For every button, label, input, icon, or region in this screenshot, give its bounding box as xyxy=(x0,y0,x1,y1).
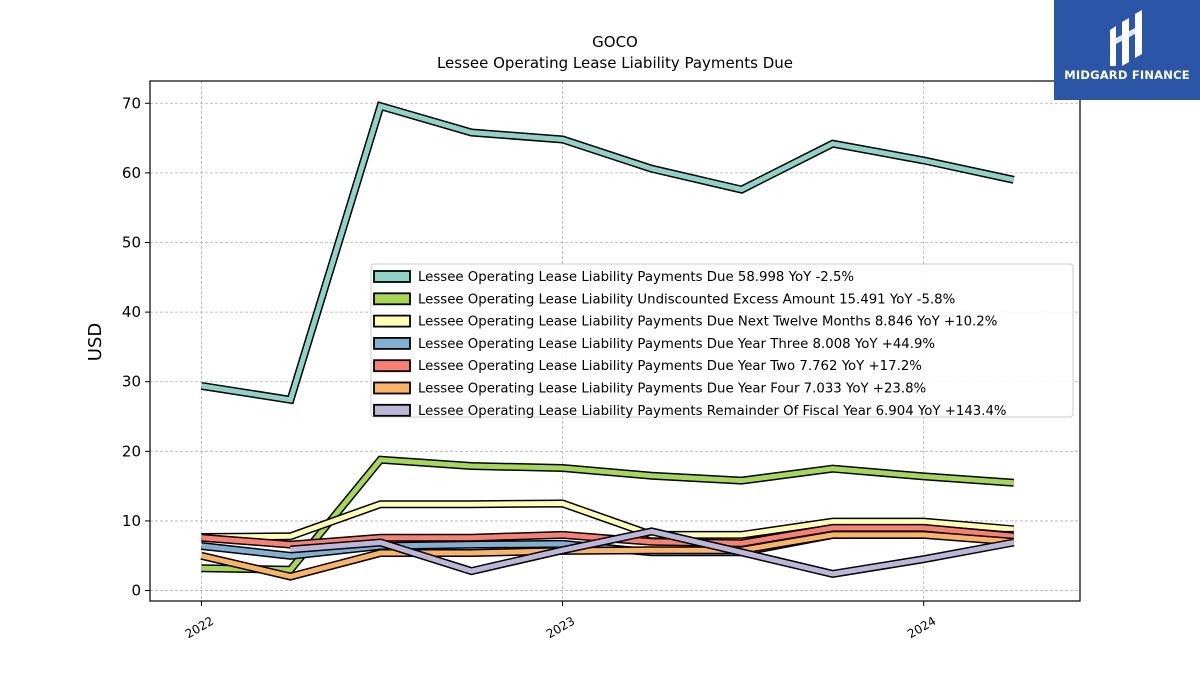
legend-swatch xyxy=(373,270,411,283)
x-tick-label: 2024 xyxy=(905,614,938,641)
legend-label: Lessee Operating Lease Liability Payment… xyxy=(418,337,935,352)
y-tick-label: 10 xyxy=(122,512,141,530)
legend-swatch xyxy=(373,359,411,373)
legend: Lessee Operating Lease Liability Payment… xyxy=(370,263,1074,419)
plot-frame xyxy=(149,80,1081,602)
logo-mark-icon xyxy=(1110,10,1142,66)
y-tick-label: 40 xyxy=(122,303,141,321)
legend-swatch xyxy=(373,336,411,350)
legend-item: Lessee Operating Lease Liability Payment… xyxy=(373,336,935,352)
legend-label: Lessee Operating Lease Liability Payment… xyxy=(418,359,922,374)
series-line-core xyxy=(201,500,1014,540)
legend-label: Lessee Operating Lease Liability Payment… xyxy=(418,270,854,285)
series-line-3 xyxy=(201,499,1015,541)
legend-item: Lessee Operating Lease Liability Payment… xyxy=(373,314,997,330)
y-tick-label: 70 xyxy=(122,94,141,112)
series-line-core xyxy=(290,528,1015,577)
y-tick-label: 0 xyxy=(131,582,141,600)
legend-swatch xyxy=(373,381,411,395)
legend-swatch xyxy=(373,292,411,306)
series-lines xyxy=(200,101,1015,581)
chart-subtitle: Lessee Operating Lease Liability Payment… xyxy=(437,54,793,72)
series-line-7 xyxy=(290,527,1015,578)
series-line-6 xyxy=(200,530,1015,581)
legend-label: Lessee Operating Lease Liability Payment… xyxy=(418,404,1007,419)
series-line-core xyxy=(201,457,1014,573)
legend-item: Lessee Operating Lease Liability Payment… xyxy=(373,381,926,397)
legend-item: Lessee Operating Lease Liability Payment… xyxy=(373,359,922,374)
y-tick-label: 20 xyxy=(122,442,141,460)
chart-title: GOCO xyxy=(592,33,638,51)
logo-text: MIDGARD FINANCE xyxy=(1064,68,1190,82)
y-tick-label: 30 xyxy=(122,373,141,391)
y-tick-label: 60 xyxy=(122,164,141,182)
series-line-1 xyxy=(200,101,1015,405)
midgard-finance-logo: MIDGARD FINANCE xyxy=(1054,0,1200,100)
legend-label: Lessee Operating Lease Liability Undisco… xyxy=(418,292,955,307)
x-tick-label: 2022 xyxy=(183,614,216,641)
legend-label: Lessee Operating Lease Liability Payment… xyxy=(418,315,997,330)
legend-item: Lessee Operating Lease Liability Payment… xyxy=(373,403,1007,419)
series-line-2 xyxy=(201,455,1014,574)
x-tick-label: 2023 xyxy=(544,614,577,641)
legend-box xyxy=(370,263,1074,418)
y-axis-label: USD xyxy=(85,323,106,361)
legend-swatch xyxy=(373,314,411,328)
legend-swatch xyxy=(373,403,411,417)
y-tick-label: 50 xyxy=(122,233,141,251)
legend-item: Lessee Operating Lease Liability Undisco… xyxy=(373,292,955,307)
legend-label: Lessee Operating Lease Liability Payment… xyxy=(418,382,926,397)
legend-item: Lessee Operating Lease Liability Payment… xyxy=(373,270,854,285)
series-line-core xyxy=(200,532,1014,580)
series-line-core xyxy=(201,103,1015,403)
